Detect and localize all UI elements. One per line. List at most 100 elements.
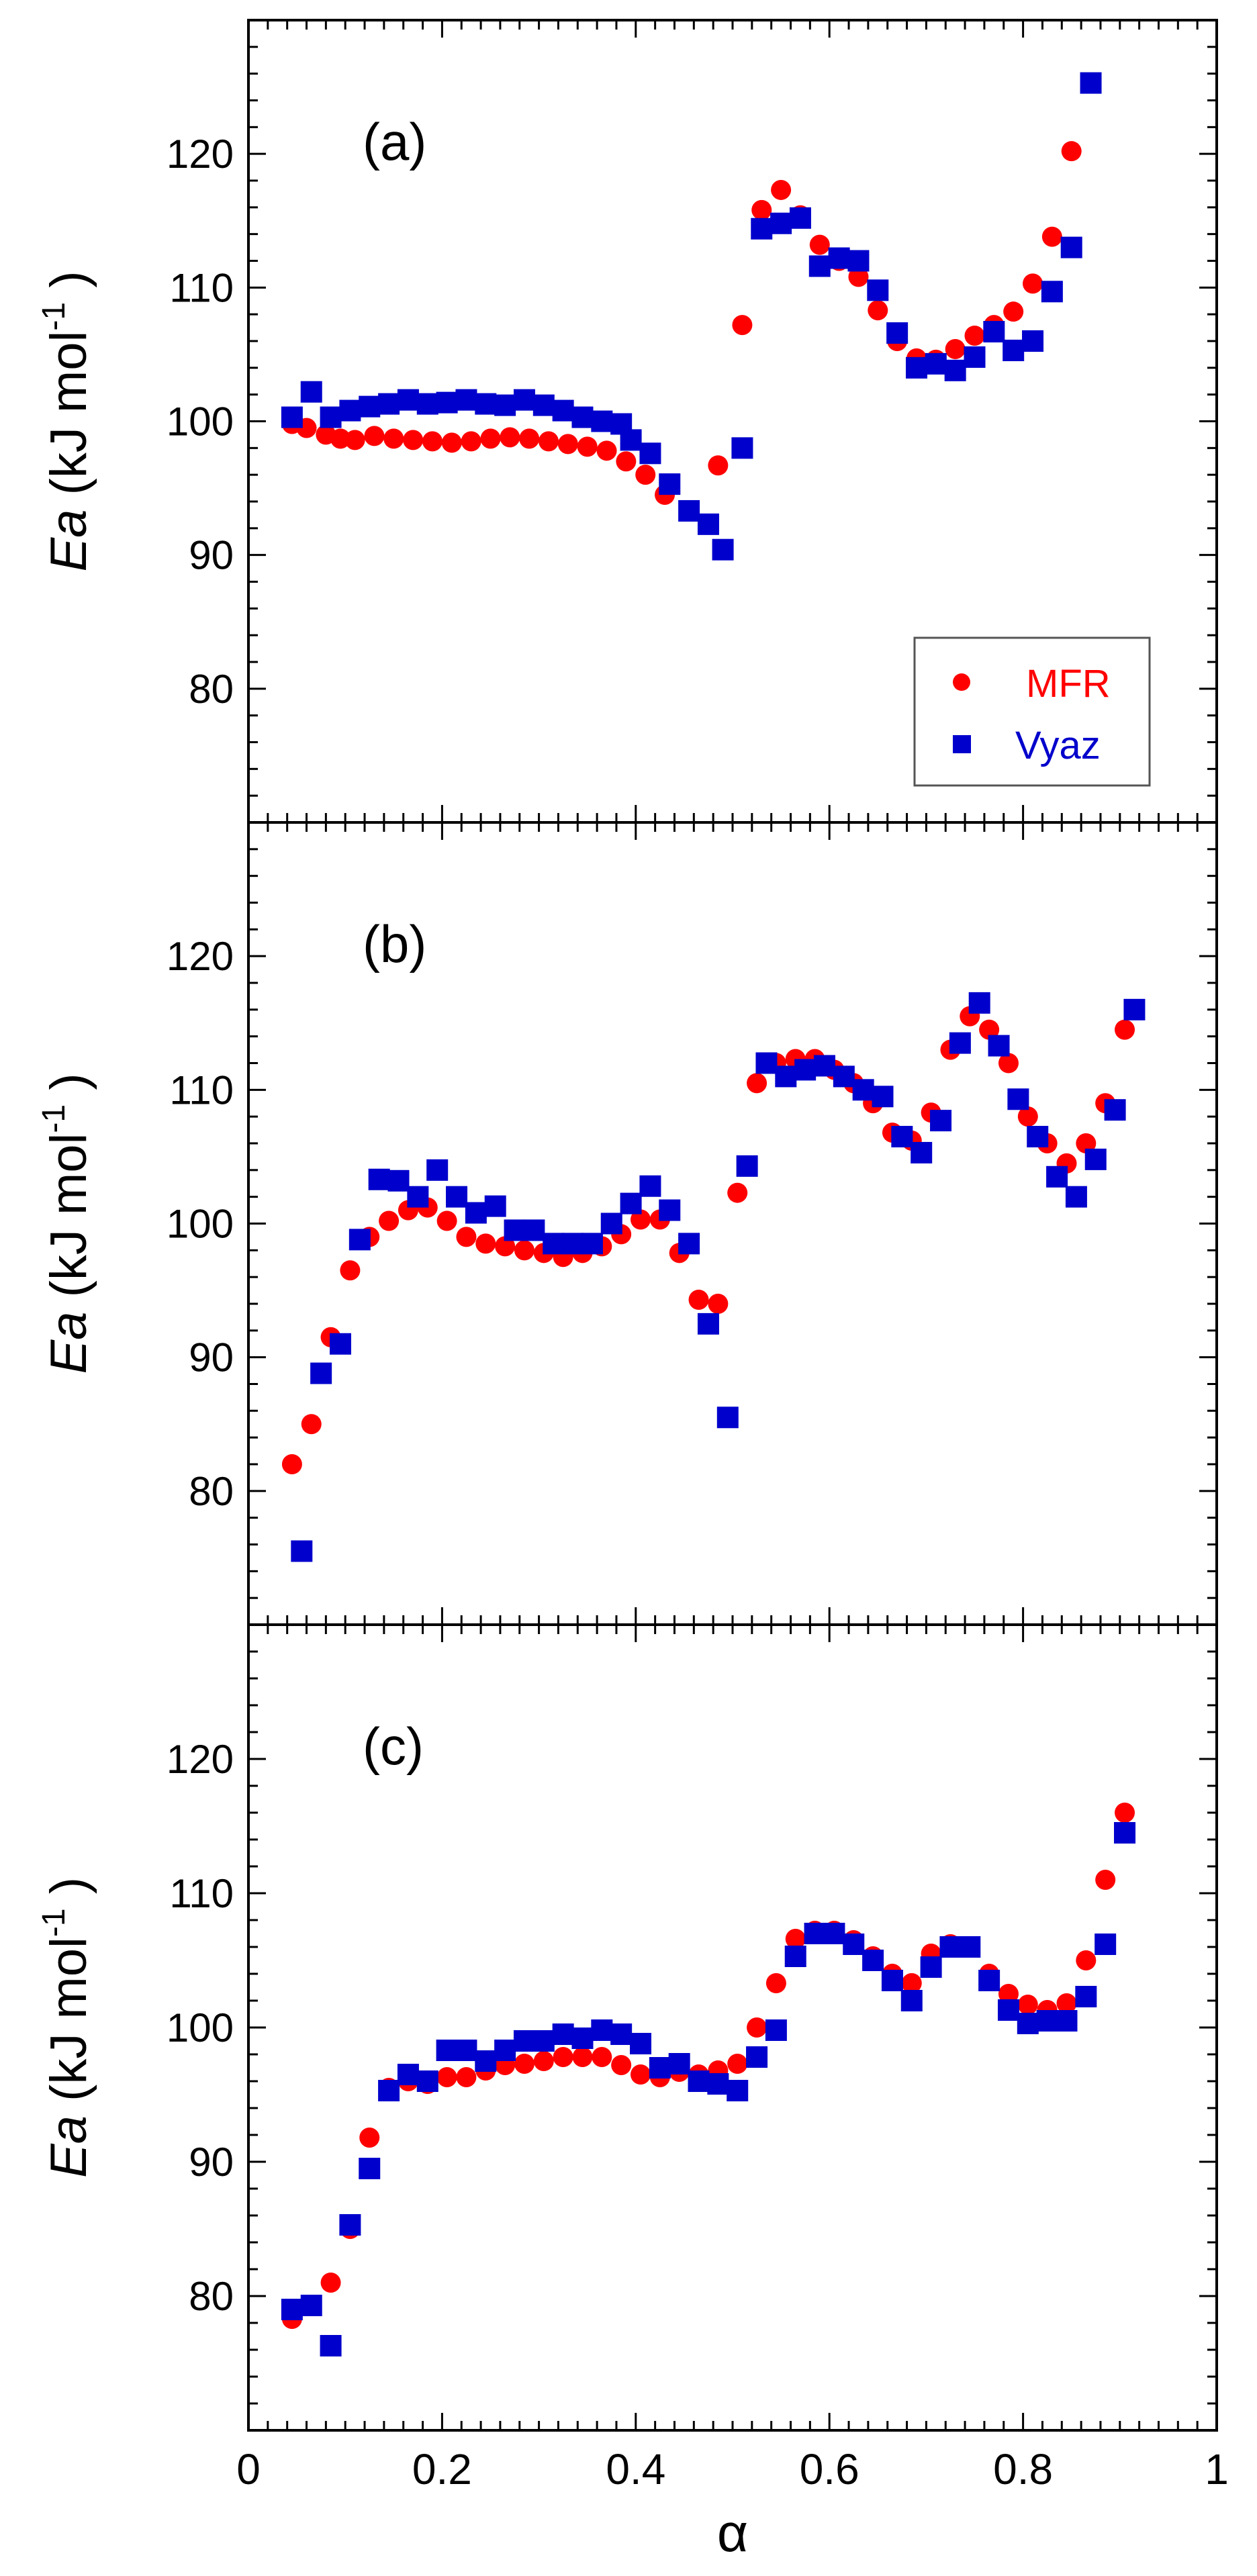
data-point-vyaz [320,406,342,428]
data-point-vyaz [484,1195,506,1217]
data-point-mfr [379,1210,400,1231]
data-point-mfr [539,431,559,452]
data-point-mfr [1003,301,1024,322]
data-point-mfr [557,434,578,455]
data-point-vyaz [847,250,870,272]
data-point-vyaz [1075,1986,1097,2007]
data-point-mfr [727,1182,748,1203]
y-axis-title: Ea (kJ mol-1 ) [36,1073,97,1374]
data-point-vyaz [736,1155,758,1177]
data-point-vyaz [416,2070,438,2092]
data-point-mfr [1076,1133,1097,1153]
data-point-vyaz [368,1168,390,1190]
data-point-vyaz [475,393,497,415]
data-point-vyaz [712,538,734,561]
data-point-vyaz [755,1052,778,1074]
data-point-vyaz [1036,2010,1058,2032]
data-point-vyaz [964,346,986,368]
data-point-vyaz [944,359,966,381]
data-point-vyaz [867,279,889,301]
x-axis: 0 0.2 0.4 0.6 0.8 1 α [236,2445,1229,2563]
y-axis-title-close: ) [40,1073,97,1104]
data-point-vyaz [678,1233,700,1255]
panel-label: (a) [363,112,426,171]
data-point-vyaz [339,2214,361,2236]
data-point-vyaz [1041,281,1063,303]
panel-label: (b) [363,914,426,973]
y-axis-title-main: Ea [40,495,97,571]
data-point-vyaz [416,393,438,415]
data-point-vyaz [591,410,613,432]
data-point-vyaz [523,1219,545,1241]
data-point-mfr [1061,141,1082,162]
data-point-vyaz [659,1199,681,1221]
y-tick-label: 90 [189,533,234,578]
data-point-mfr [727,2054,748,2074]
data-point-mfr [383,428,404,449]
y-tick-label: 100 [167,1202,234,1247]
y-tick-label: 110 [169,265,234,310]
data-point-mfr [1017,1995,1038,2015]
data-point-vyaz [1065,1186,1087,1208]
data-point-mfr [708,1294,729,1314]
data-point-vyaz [300,381,322,403]
data-point-vyaz [532,2030,555,2052]
data-point-mfr [514,1240,534,1261]
data-point-mfr [596,440,617,461]
data-point-mfr [364,426,385,446]
panel-c: 80 90 100 110 120 (c) Ea (kJ mol-1 ) [36,1625,1217,2430]
x-tick-label: 0.2 [412,2445,472,2493]
data-point-vyaz [746,2046,768,2068]
data-point-mfr [533,2051,554,2071]
data-point-vyaz [310,1362,332,1384]
data-point-mfr [848,267,869,287]
x-tick-label: 0.4 [606,2445,665,2493]
data-point-vyaz [983,321,1005,343]
data-point-mfr [998,1984,1019,2004]
data-point-vyaz [968,992,990,1014]
data-point-vyaz [591,2019,613,2041]
data-point-mfr [747,2017,767,2038]
y-tick-label: 110 [169,1871,234,1916]
y-axis-title-exponent: -1 [36,1104,72,1133]
data-point-vyaz [348,1229,371,1251]
data-point-mfr [461,431,481,452]
data-point-vyaz [300,2295,322,2316]
legend-mfr-label: MFR [1026,662,1111,706]
data-point-vyaz [329,1333,351,1355]
data-point-mfr [577,436,598,457]
y-axis-title-exponent: -1 [36,302,72,331]
data-point-vyaz [905,356,927,379]
y-tick-label: 100 [167,399,234,444]
data-point-mfr [751,199,772,220]
data-point-mfr [708,455,729,476]
data-point-mfr [979,1019,1000,1040]
data-point-vyaz [562,1233,584,1255]
series-vyaz [281,1822,1136,2356]
data-point-vyaz [678,499,700,522]
data-point-vyaz [697,513,719,535]
data-point-mfr [616,451,637,472]
data-point-vyaz [378,393,400,415]
data-point-vyaz [281,2299,303,2320]
data-point-vyaz [513,389,535,411]
data-point-mfr [1095,1870,1116,1890]
data-point-mfr [480,428,501,449]
data-point-vyaz [813,1055,835,1077]
data-point-mfr [1041,226,1062,247]
data-point-vyaz [751,218,773,240]
data-point-vyaz [789,207,811,229]
data-point-mfr [631,2064,651,2085]
data-point-mfr [1115,1803,1135,1823]
data-point-vyaz [1123,998,1146,1020]
data-point-mfr [901,1973,922,1993]
data-point-vyaz [784,1946,806,1967]
data-point-vyaz [1114,1822,1136,1844]
y-tick-label: 90 [189,1335,234,1380]
data-point-vyaz [1046,1165,1068,1188]
data-point-vyaz [1056,2010,1078,2032]
data-point-mfr [809,234,830,255]
data-point-mfr [340,1260,361,1281]
data-point-mfr [495,1236,516,1257]
